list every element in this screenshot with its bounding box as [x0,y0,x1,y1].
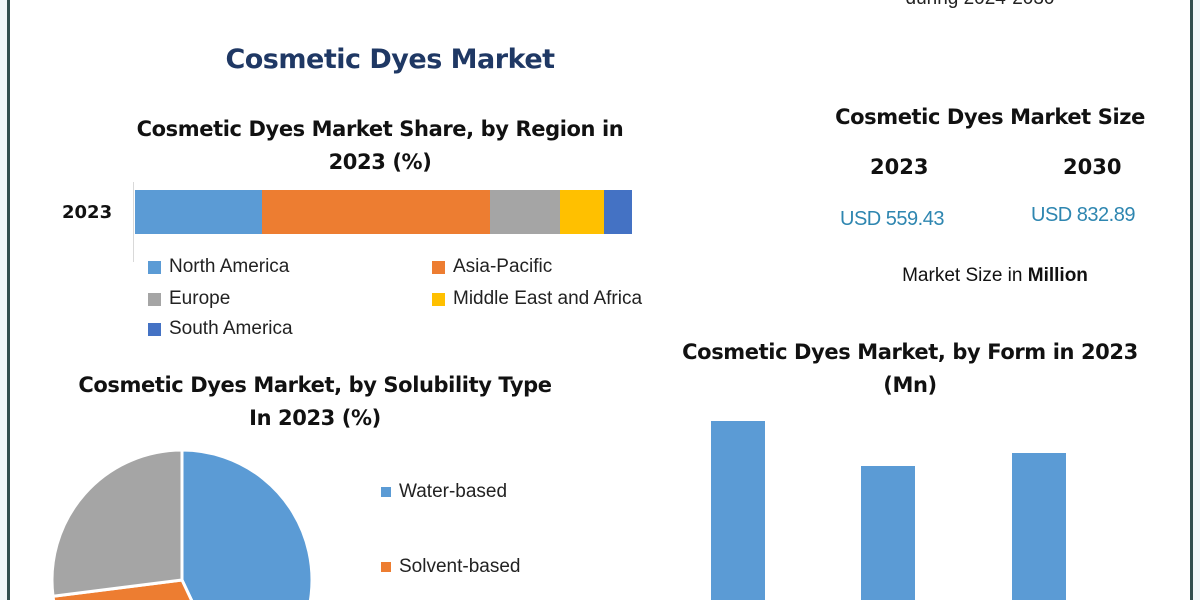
legend-swatch-icon [148,260,161,274]
stack-segment [604,190,632,234]
legend-label: North America [169,256,290,277]
solubility-chart-title: Cosmetic Dyes Market, by Solubility Type… [78,373,552,430]
legend-south-america: South America [148,318,293,340]
pie-slice [180,448,314,600]
legend-swatch-icon [148,322,161,336]
region-chart-row-label: 2023 [62,202,113,223]
pie-slice [50,448,184,598]
legend-swatch-icon [381,562,391,572]
region-stacked-bar [135,190,632,234]
legend-label: Europe [169,288,231,309]
legend-north-america: North America [148,256,289,278]
legend-label: South America [169,318,293,339]
legend-asia-pacific: Asia-Pacific [432,256,552,278]
market-size-year-2023: 2023 [870,155,929,179]
market-size-title: Cosmetic Dyes Market Size [835,105,1145,129]
solubility-pie-chart [50,448,314,600]
region-chart-axis [133,182,134,262]
unit-note-prefix: Market Size in [902,265,1028,286]
legend-europe: Europe [148,288,230,310]
stack-segment [262,190,490,234]
page-title: Cosmetic Dyes Market [225,44,555,75]
region-chart-title: Cosmetic Dyes Market Share, by Region in… [136,117,624,174]
form-chart-title: Cosmetic Dyes Market, by Form in 2023 (M… [682,340,1138,397]
stack-segment [489,190,560,234]
market-size-value-2030: USD 832.89 [1031,204,1135,226]
legend-label: Water-based [399,481,508,502]
stack-segment [559,190,605,234]
frame-right-background [1193,0,1200,600]
legend-label: Middle East and Africa [453,288,643,309]
form-bar [861,465,915,600]
legend-label: Solvent-based [399,556,521,577]
legend-label: Asia-Pacific [453,256,553,277]
frame-right-border [1190,0,1193,600]
pie-slice [51,578,194,600]
legend-swatch-icon [432,260,445,274]
unit-note-unit: Million [1027,265,1088,286]
legend-solvent-based: Solvent-based [381,556,520,578]
market-size-unit-note: Market Size in Million [850,265,1140,287]
form-bar [1012,453,1066,600]
legend-swatch-icon [381,487,391,497]
form-bar [711,421,765,600]
market-size-year-2030: 2030 [1063,155,1122,179]
stack-segment [135,190,263,234]
legend-mea: Middle East and Africa [432,288,642,310]
frame-left-background [0,0,7,600]
legend-water-based: Water-based [381,481,507,503]
market-size-value-2023: USD 559.43 [840,208,944,230]
frame-left-border [7,0,10,600]
forecast-period-subtitle: during 2024-2030 [860,0,1100,10]
legend-swatch-icon [432,292,445,306]
legend-swatch-icon [148,292,161,306]
